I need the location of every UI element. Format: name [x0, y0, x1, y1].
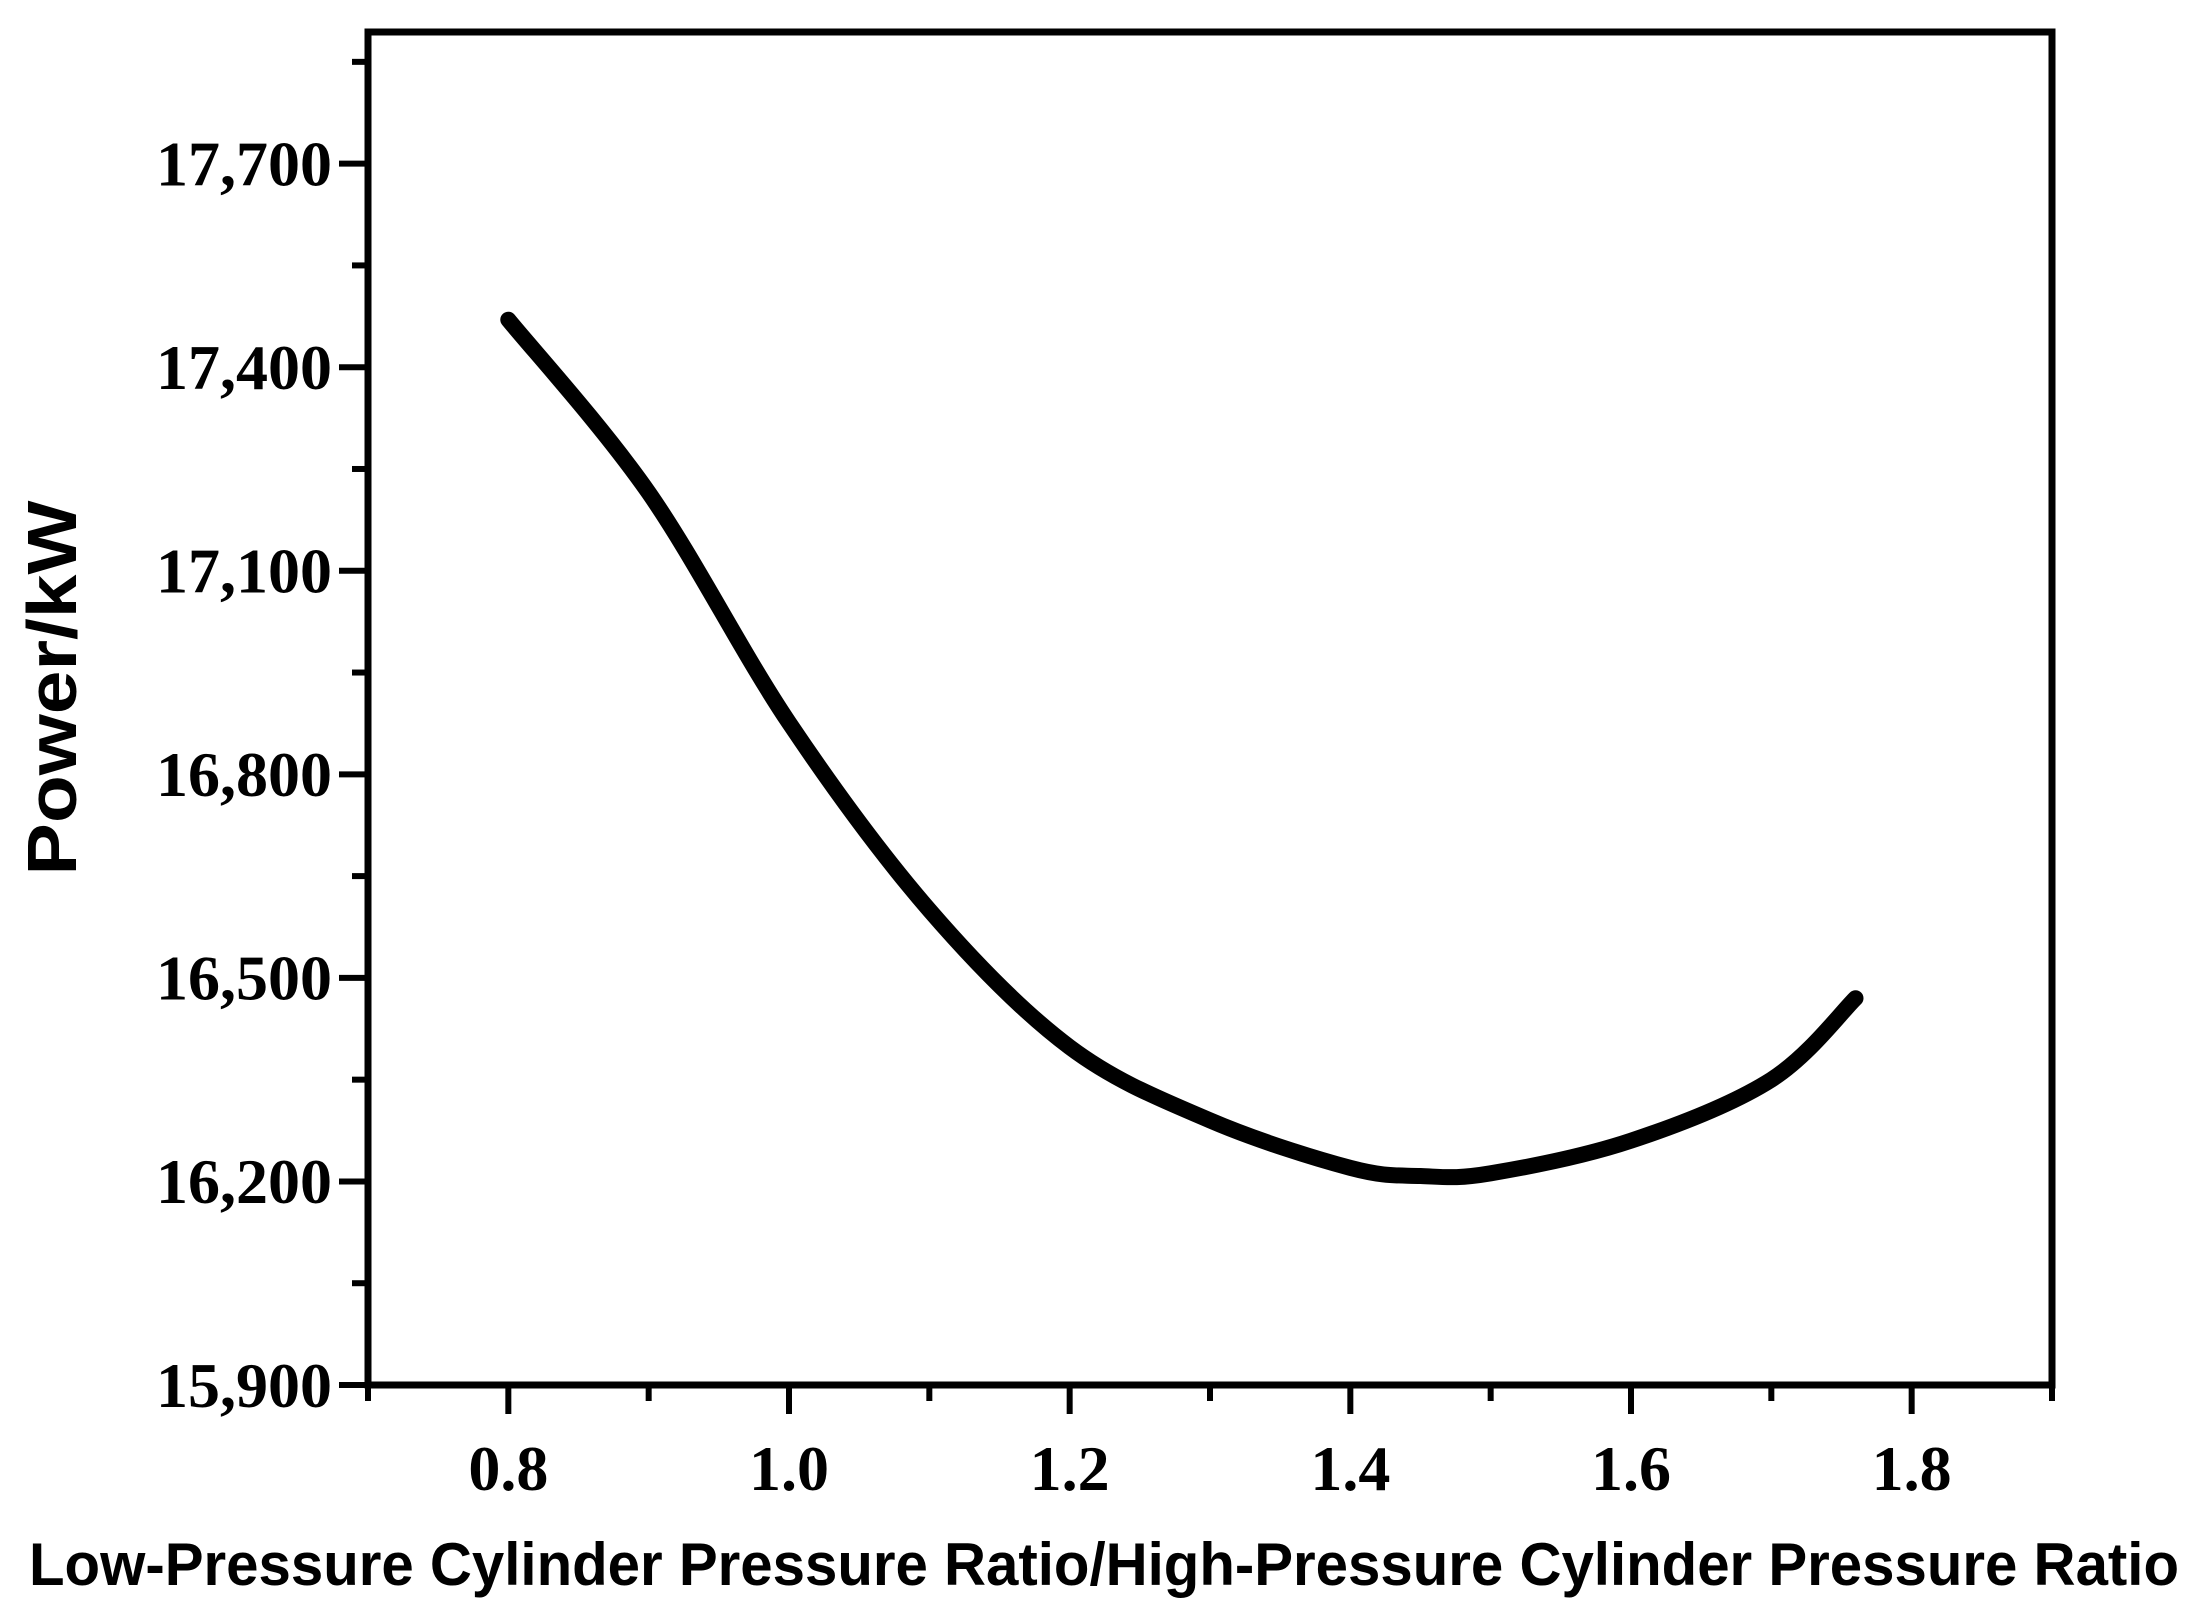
x-tick-label: 1.2 — [1030, 1433, 1110, 1504]
y-axis-title: Power/kW — [13, 501, 91, 876]
y-tick-label: 17,100 — [156, 536, 332, 607]
x-tick-label: 1.8 — [1872, 1433, 1952, 1504]
y-tick-label: 15,900 — [156, 1350, 332, 1421]
x-tick-label: 1.6 — [1591, 1433, 1671, 1504]
y-tick-label: 17,400 — [156, 332, 332, 403]
y-tick-label: 16,800 — [156, 739, 332, 810]
y-tick-label: 17,700 — [156, 128, 332, 199]
axis-ticks — [339, 58, 2055, 1414]
x-axis-title: Low-Pressure Cylinder Pressure Ratio/Hig… — [29, 1531, 2179, 1598]
plot-frame — [364, 28, 2056, 1389]
tick-labels: 0.8 1.0 1.2 1.4 1.6 1.8 15,900 16,200 16,500 16,8… — [156, 128, 1952, 1504]
y-tick-label: 16,500 — [156, 943, 332, 1014]
y-tick-label: 16,200 — [156, 1146, 332, 1217]
power-curve — [500, 311, 1864, 1186]
x-tick-label: 0.8 — [468, 1433, 548, 1504]
x-tick-label: 1.4 — [1310, 1433, 1390, 1504]
x-tick-label: 1.0 — [749, 1433, 829, 1504]
